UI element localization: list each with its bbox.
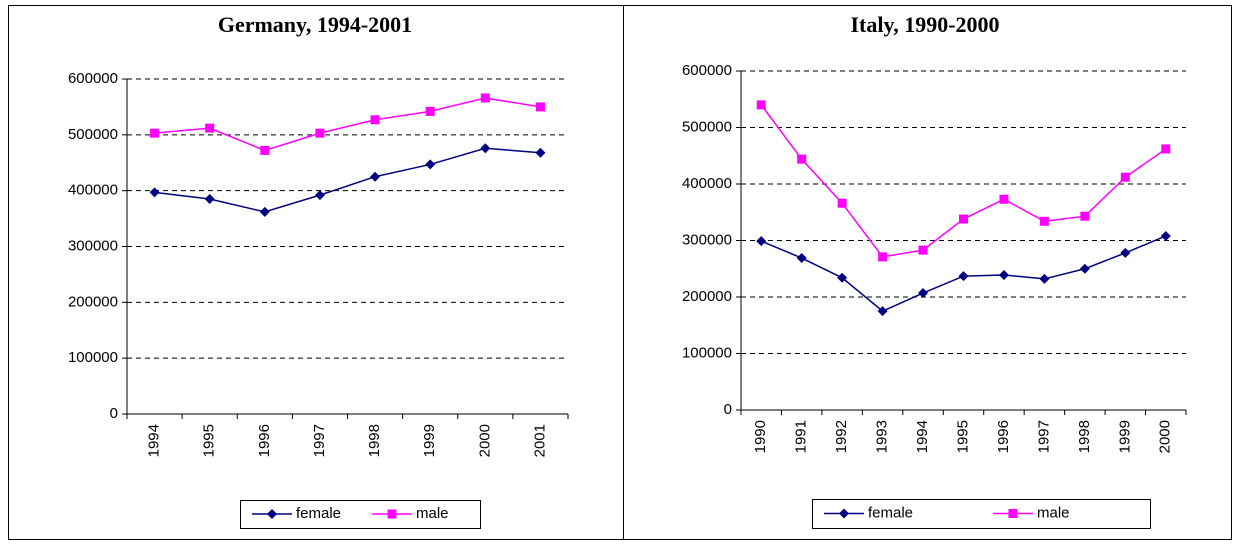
chart-title: Germany, 1994-2001 [218,12,412,37]
x-tick-label: 1994 [146,424,163,457]
legend-label: female [296,505,341,522]
x-tick-label: 1992 [833,420,850,453]
marker [1079,263,1090,274]
x-tick-label: 1997 [311,424,328,457]
legend-label: female [868,504,913,521]
y-tick-label: 0 [724,401,732,418]
marker [260,145,270,155]
x-tick-label: 1999 [421,424,438,457]
marker [1120,172,1130,182]
marker [756,100,766,110]
marker [999,194,1009,204]
y-tick-label: 0 [110,405,118,422]
x-tick-label: 1990 [752,420,769,453]
y-tick-label: 500000 [682,118,732,135]
marker [918,245,928,255]
x-tick-label: 2001 [531,424,548,457]
x-tick-label: 1994 [914,420,931,453]
marker [959,214,968,224]
marker [205,123,215,133]
x-tick-label: 1995 [954,420,971,453]
marker [315,128,325,138]
marker [797,154,807,164]
marker [878,252,888,262]
y-tick-label: 200000 [682,288,732,305]
marker [267,509,277,519]
x-tick-label: 1996 [256,424,273,457]
series-line [154,147,541,213]
x-tick-label: 1998 [1076,420,1093,453]
y-tick-label: 100000 [68,349,118,366]
y-tick-label: 300000 [68,237,118,254]
y-tick-label: 600000 [682,62,732,79]
marker [480,143,491,154]
marker [1161,144,1171,154]
marker [1160,230,1171,241]
marker [918,288,929,299]
marker [259,206,270,217]
y-tick-label: 200000 [68,293,118,310]
marker [535,102,545,112]
marker [1039,216,1049,226]
marker [1008,509,1018,518]
marker [877,306,888,317]
y-tick-label: 300000 [682,231,732,248]
y-tick-label: 400000 [68,182,118,199]
marker [314,190,325,201]
x-tick-label: 2000 [476,424,493,457]
marker [958,271,969,282]
marker [535,147,546,158]
x-tick-label: 1999 [1116,420,1133,453]
marker [425,106,435,116]
marker [837,272,848,283]
y-tick-label: 500000 [68,126,118,143]
y-tick-label: 600000 [68,70,118,87]
x-tick-label: 1998 [366,424,383,457]
marker [998,269,1009,280]
marker [370,115,380,125]
series-line [154,97,541,152]
y-tick-label: 100000 [682,344,732,361]
legend-label: male [416,505,449,522]
marker [1080,211,1090,221]
x-tick-label: 1991 [793,420,810,453]
marker [1120,247,1131,258]
marker [425,159,436,170]
marker [796,253,807,264]
marker [1039,273,1050,284]
marker [756,236,767,247]
x-tick-label: 1995 [201,424,218,457]
marker [839,508,849,519]
marker [387,509,397,519]
chart-title: Italy, 1990-2000 [850,12,999,37]
frame [8,5,1232,540]
marker [204,194,215,205]
x-tick-label: 1993 [874,420,891,453]
x-tick-label: 1996 [995,420,1012,453]
x-tick-label: 2000 [1157,420,1174,453]
marker [150,128,160,138]
marker [149,187,160,198]
marker [370,171,381,182]
marker [837,198,847,208]
legend-box [812,499,1151,529]
y-tick-label: 400000 [682,175,732,192]
marker [480,93,490,103]
x-tick-label: 1997 [1035,420,1052,453]
legend-label: male [1037,504,1070,521]
